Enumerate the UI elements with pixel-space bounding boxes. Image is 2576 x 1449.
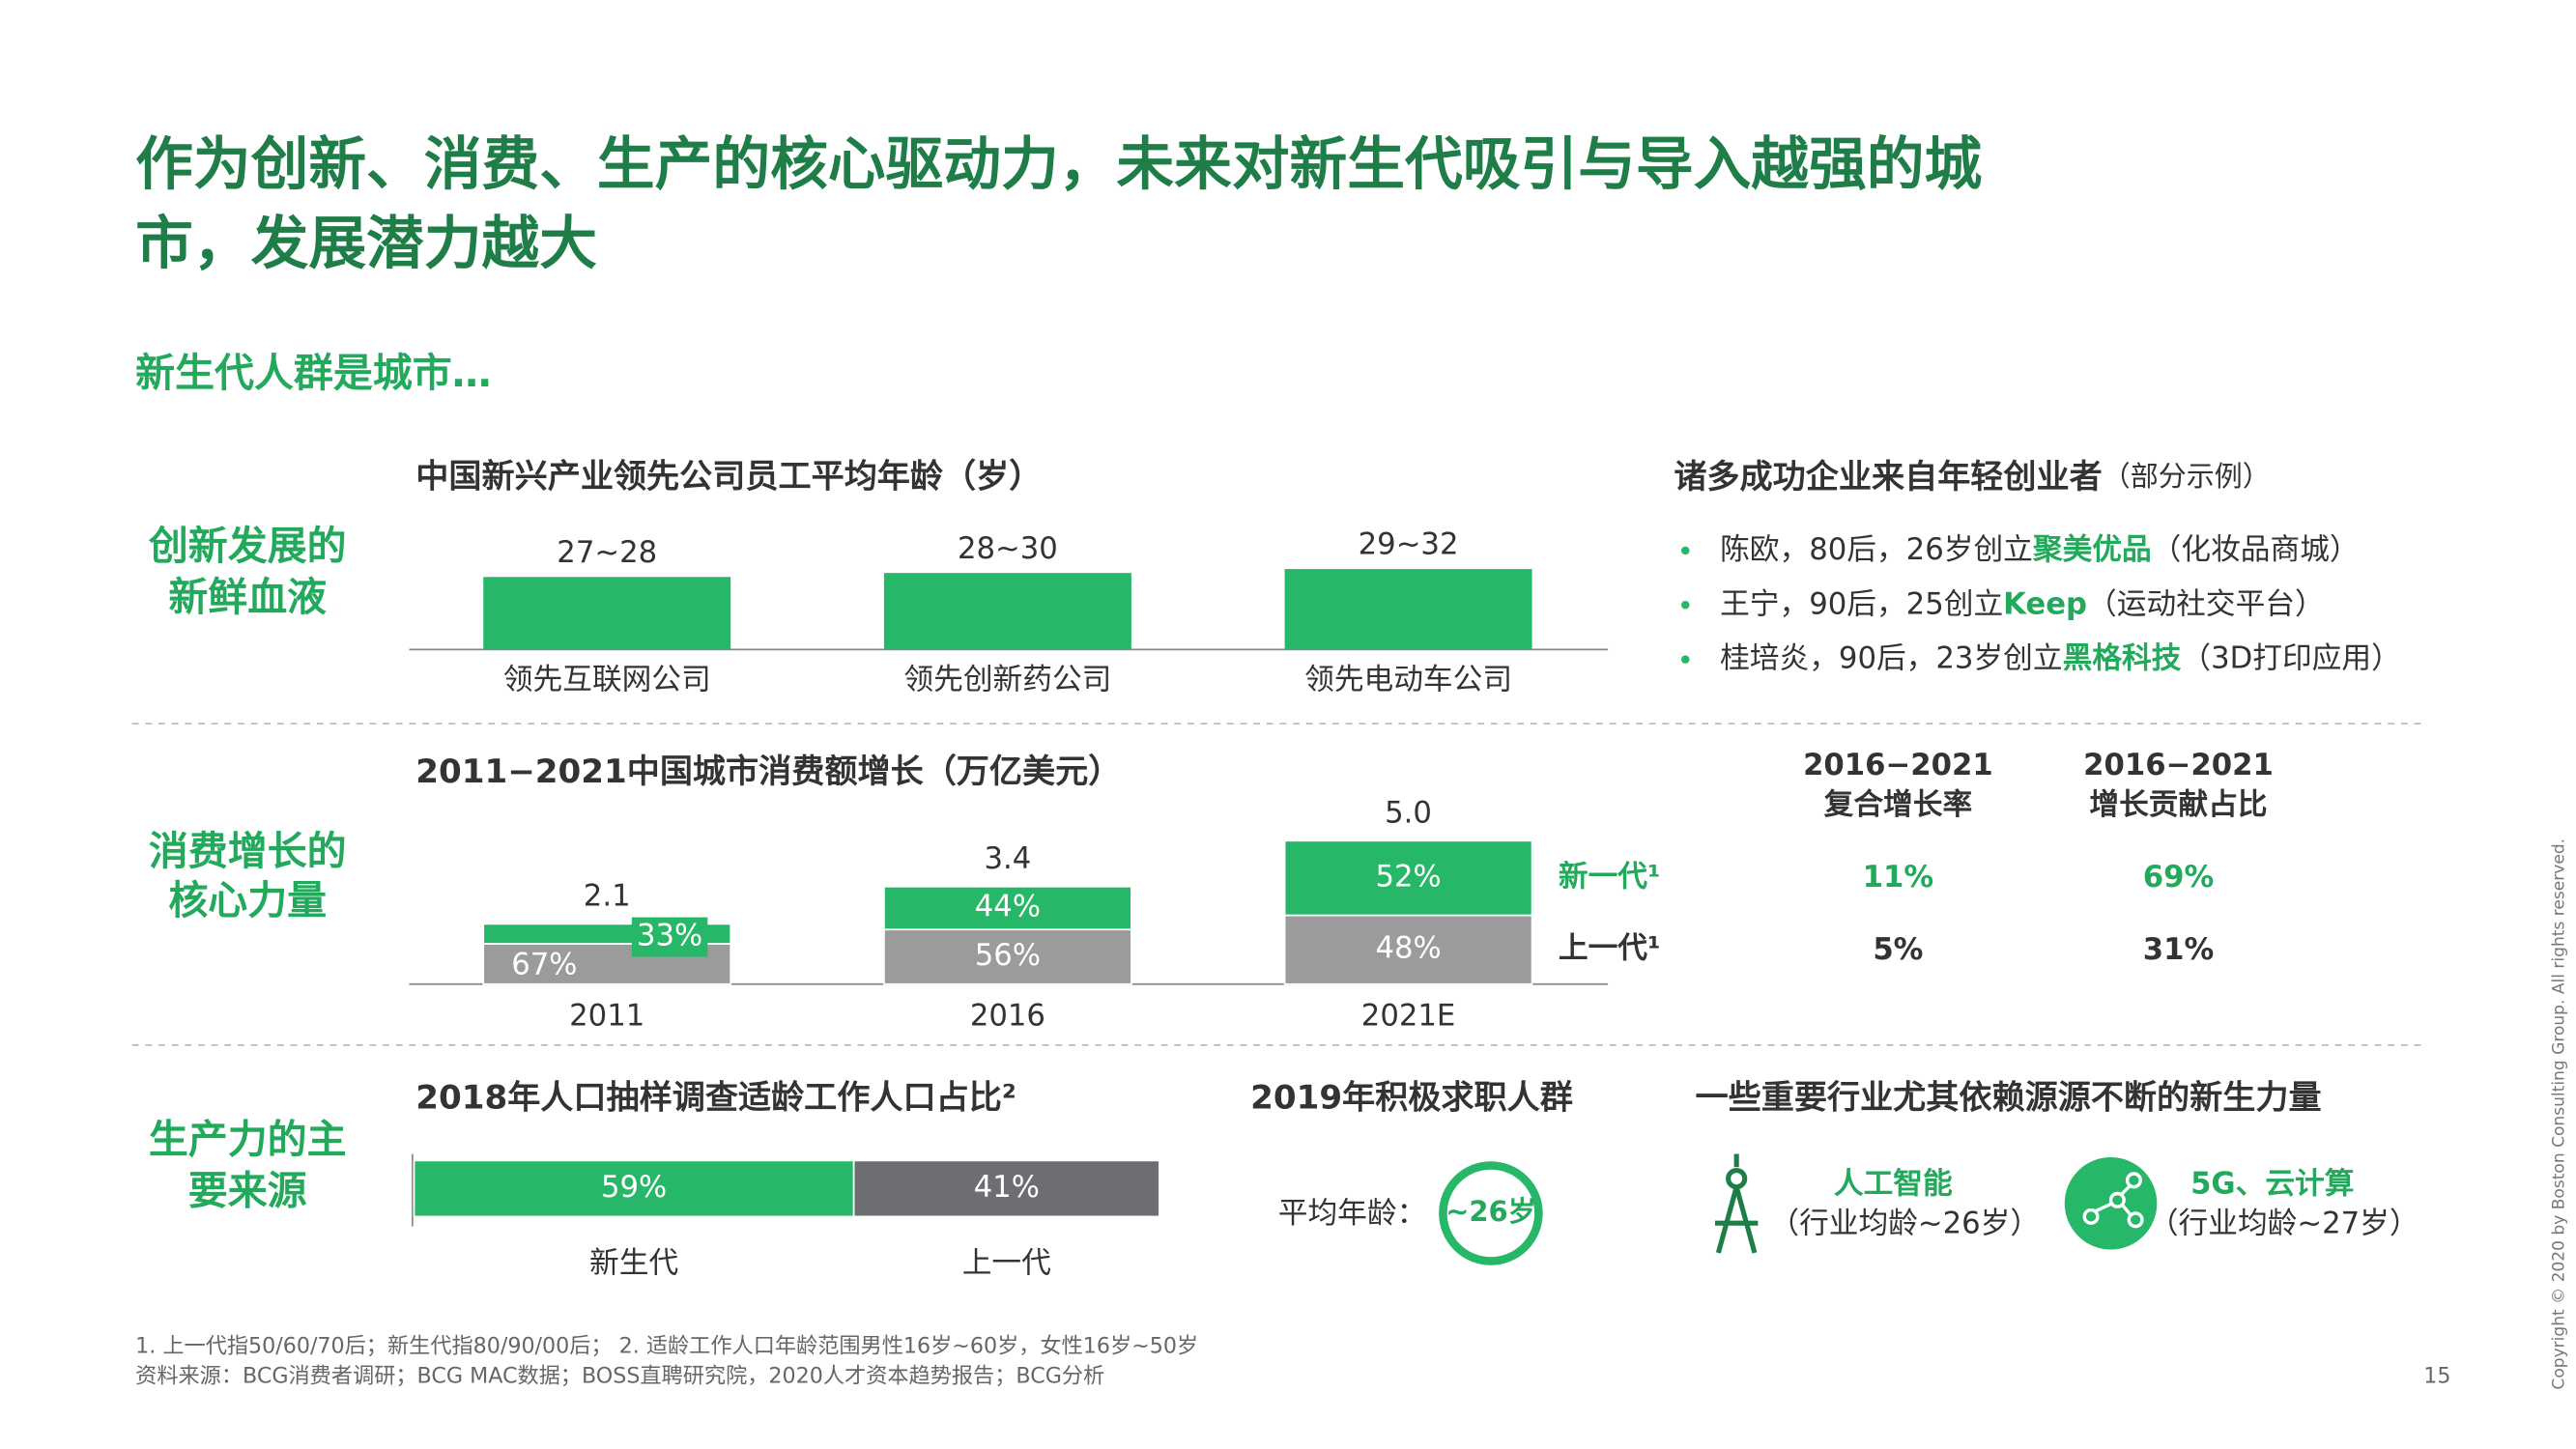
- bar: [483, 577, 731, 650]
- section-note: （部分示例）: [2103, 460, 2271, 493]
- bullet: [1680, 546, 1690, 555]
- total-label: 2.1: [584, 879, 631, 914]
- label-box: [631, 917, 708, 957]
- row-label: 新鲜血液: [168, 574, 327, 620]
- footnote: 1. 上一代指50/60/70后；新生代指80/90/00后； 2. 适龄工作人…: [135, 1334, 1198, 1359]
- founder-part: 聚美优品: [2032, 531, 2152, 566]
- segment-label: 67%: [511, 947, 577, 981]
- copyright: Copyright © 2020 by Boston Consulting Gr…: [2550, 838, 2569, 1390]
- category-label: 新生代: [589, 1245, 678, 1280]
- age-ring: [1439, 1161, 1543, 1265]
- ai-icon: [1714, 1153, 1759, 1254]
- bar: [883, 573, 1131, 650]
- category-label: 领先电动车公司: [1304, 662, 1512, 696]
- bullet: [1680, 655, 1690, 664]
- subtitle: 新生代人群是城市…: [135, 350, 491, 396]
- table-cell: 31%: [2143, 932, 2215, 967]
- founder-part: 王宁，90后，25创立: [1720, 586, 2003, 621]
- bullet: [1680, 601, 1690, 610]
- founder-part: 陈欧，80后，26岁创立: [1720, 531, 2033, 566]
- legend-label: 新一代¹: [1559, 859, 1661, 894]
- industry-name: 5G、云计算: [2190, 1166, 2354, 1201]
- section-title: 一些重要行业尤其依赖源源不断的新生力量: [1696, 1079, 2322, 1118]
- table-cell: 69%: [2143, 860, 2215, 895]
- founder-part: （运动社交平台）: [2087, 586, 2325, 621]
- category-label: 领先创新药公司: [903, 662, 1111, 696]
- page-number: 15: [2423, 1363, 2450, 1388]
- footnote: 资料来源：BCG消费者调研；BCG MAC数据；BOSS直聘研究院，2020人才…: [135, 1363, 1104, 1388]
- founder: 王宁，90后，25创立Keep（运动社交平台）: [1720, 586, 2325, 621]
- founder-part: （化妆品商城）: [2152, 531, 2360, 566]
- total-label: 3.4: [984, 841, 1031, 876]
- founder-part: Keep: [2003, 586, 2087, 621]
- founder-part: （3D打印应用）: [2181, 640, 2400, 675]
- title: 市，发展潜力越大: [135, 212, 597, 278]
- category-label: 2016: [970, 998, 1045, 1033]
- chart-title: 2018年人口抽样调查适龄工作人口占比²: [415, 1079, 1016, 1118]
- value-label: 29~32: [1359, 527, 1459, 562]
- section-title: 2019年积极求职人群: [1250, 1079, 1573, 1118]
- table-header: 2016−2021: [2083, 748, 2274, 782]
- industry-note: （行业均龄~26岁）: [1769, 1206, 2040, 1240]
- segment-label: 44%: [975, 890, 1041, 924]
- bar-segment: [883, 885, 1132, 931]
- age-value: ~26岁: [1445, 1195, 1536, 1228]
- chart-title: 中国新兴产业领先公司员工平均年龄（岁）: [415, 457, 1042, 496]
- industry-name: 人工智能: [1834, 1166, 1953, 1201]
- age-label: 平均年龄：: [1278, 1196, 1427, 1231]
- segment-label: 52%: [1375, 859, 1441, 894]
- founder-part: 黑格科技: [2063, 640, 2182, 675]
- table-header: 复合增长率: [1824, 787, 1973, 822]
- total-label: 5.0: [1385, 796, 1432, 831]
- bar-segment: [852, 1159, 1160, 1218]
- bar: [1284, 569, 1532, 650]
- cloud-icon: [2064, 1156, 2158, 1250]
- segment-label: 59%: [601, 1170, 667, 1205]
- row-label: 要来源: [188, 1167, 307, 1213]
- row-label: 创新发展的: [148, 523, 347, 569]
- row-label: 核心力量: [168, 877, 327, 923]
- table-header: 增长贡献占比: [2089, 787, 2267, 822]
- segment-label: 41%: [974, 1170, 1040, 1205]
- row-label: 消费增长的: [149, 828, 347, 874]
- founder: 桂培炎，90后，23岁创立黑格科技（3D打印应用）: [1720, 640, 2401, 675]
- segment-label: 48%: [1375, 931, 1441, 966]
- section-title: 诸多成功企业来自年轻创业者（部分示例）: [1674, 457, 2270, 496]
- value-label: 28~30: [958, 531, 1058, 566]
- segment-label: 56%: [975, 938, 1041, 973]
- category-label: 上一代: [962, 1245, 1051, 1280]
- table-header: 2016−2021: [1803, 748, 1993, 782]
- value-label: 27~28: [557, 535, 657, 570]
- founder: 陈欧，80后，26岁创立聚美优品（化妆品商城）: [1720, 531, 2359, 566]
- table-cell: 5%: [1873, 932, 1923, 967]
- bar-segment: [1283, 914, 1533, 985]
- category-label: 2011: [569, 998, 644, 1033]
- category-label: 领先互联网公司: [503, 662, 711, 696]
- table-cell: 11%: [1863, 860, 1934, 895]
- category-label: 2021E: [1361, 998, 1456, 1033]
- row-label: 生产力的主: [149, 1117, 347, 1163]
- segment-label: 33%: [637, 919, 702, 953]
- founder-part: 桂培炎，90后，23岁创立: [1720, 640, 2062, 675]
- chart-title: 2011−2021中国城市消费额增长（万亿美元）: [415, 753, 1121, 791]
- legend-label: 上一代¹: [1559, 931, 1661, 966]
- bar-segment: [1283, 839, 1533, 917]
- title: 作为创新、消费、生产的核心驱动力，未来对新生代吸引与导入越强的城: [135, 132, 1982, 199]
- industry-note: （行业均龄~27岁）: [2149, 1206, 2419, 1240]
- section-title-text: 诸多成功企业来自年轻创业者: [1674, 457, 2102, 496]
